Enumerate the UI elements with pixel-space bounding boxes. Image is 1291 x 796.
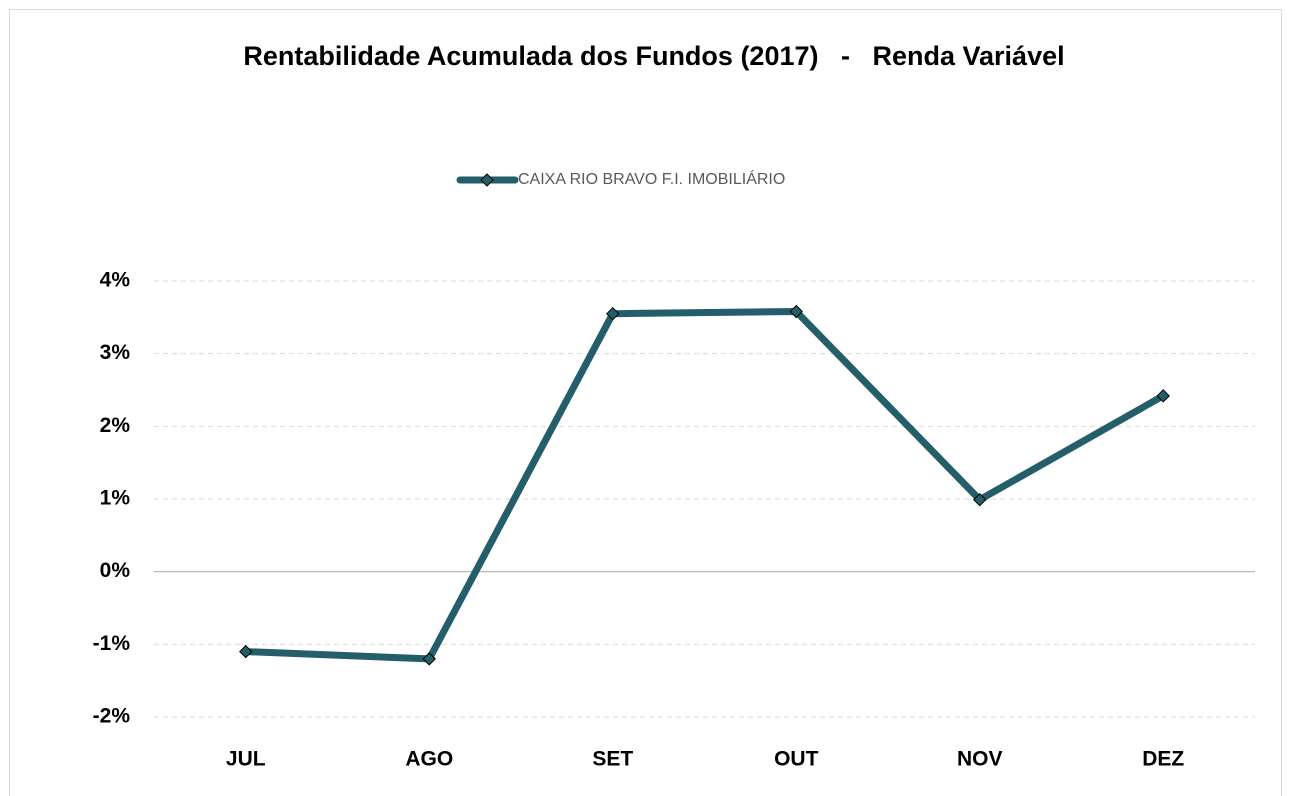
- y-tick-label: 2%: [100, 414, 131, 437]
- point-marker: [973, 493, 987, 507]
- y-tick-label: 4%: [100, 269, 131, 292]
- y-tick-label: 0%: [100, 559, 131, 582]
- x-tick-label: DEZ: [1142, 748, 1184, 771]
- x-tick-label: AGO: [405, 748, 453, 771]
- point-marker: [239, 644, 253, 659]
- y-tick-label: -2%: [93, 705, 131, 728]
- point-marker: [789, 304, 803, 319]
- x-tick-label: JUL: [226, 748, 266, 771]
- point-marker: [422, 652, 436, 666]
- point-marker: [1156, 389, 1170, 403]
- series-line: [242, 308, 1167, 663]
- legend-label: CAIXA RIO BRAVO F.I. IMOBILIÁRIO: [518, 169, 785, 188]
- x-tick-label: SET: [592, 748, 633, 771]
- legend-marker: [480, 173, 494, 187]
- y-tick-label: 1%: [100, 487, 131, 510]
- point-marker: [606, 306, 620, 321]
- x-tick-label: OUT: [774, 748, 819, 771]
- chart-title: Rentabilidade Acumulada dos Fundos (2017…: [243, 41, 1064, 71]
- y-tick-label: 3%: [100, 341, 131, 364]
- y-tick-label: -1%: [93, 632, 131, 655]
- chart-frame: [9, 9, 1282, 796]
- x-tick-label: NOV: [957, 748, 1003, 771]
